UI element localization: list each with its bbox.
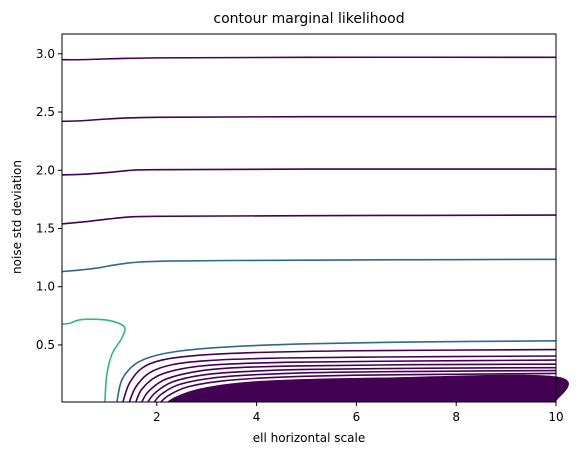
y-tick-label: 3.0: [36, 47, 55, 61]
contour-line-1: [62, 57, 556, 60]
y-tick-label: 2.0: [36, 163, 55, 177]
contour-line-5: [62, 259, 556, 271]
y-tick-label: 2.5: [36, 105, 55, 119]
y-axis-label: noise std deviation: [10, 160, 24, 274]
x-axis-label: ell horizontal scale: [253, 431, 365, 445]
x-tick-label: 6: [353, 410, 361, 424]
x-tick-label: 10: [548, 410, 563, 424]
contour-line-2: [62, 117, 556, 122]
contour-line-4: [62, 215, 556, 224]
x-axis-ticks: 2 4 6 8 10: [153, 402, 564, 424]
axes-frame: [62, 34, 556, 402]
y-axis-ticks: 0.5 1.0 1.5 2.0 2.5 3.0: [36, 47, 62, 352]
x-tick-label: 8: [452, 410, 460, 424]
chart-title: contour marginal likelihood: [213, 11, 404, 27]
dense-contour-region: [167, 375, 569, 402]
x-tick-label: 4: [253, 410, 261, 424]
contour-line-6: [62, 319, 125, 402]
y-tick-label: 1.0: [36, 280, 55, 294]
contour-line-3: [62, 169, 556, 175]
plot-area: [62, 57, 569, 402]
y-tick-label: 0.5: [36, 338, 55, 352]
y-tick-label: 1.5: [36, 221, 55, 235]
x-tick-label: 2: [153, 410, 161, 424]
